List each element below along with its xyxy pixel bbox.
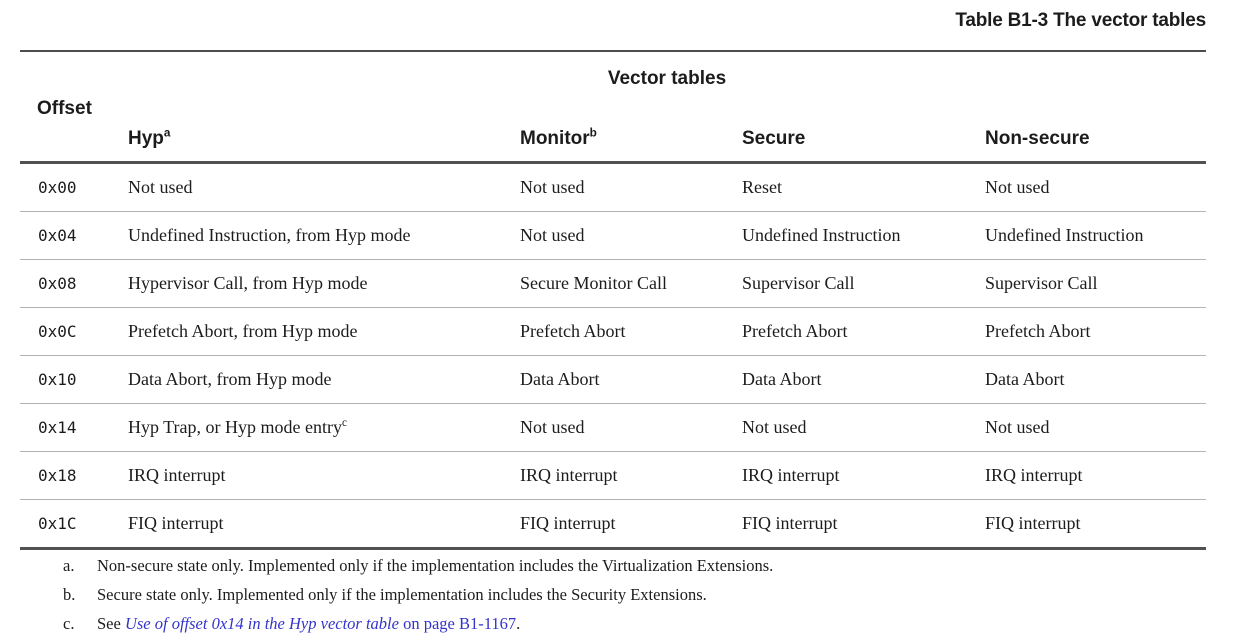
footnote-marker-b: b <box>589 126 597 140</box>
column-header-hyp: Hypa <box>128 126 171 150</box>
group-header-vector-tables: Vector tables <box>607 68 727 89</box>
secure-cell: FIQ interrupt <box>742 513 838 533</box>
secure-cell: Supervisor Call <box>742 273 855 293</box>
column-header-secure: Secure <box>742 128 805 150</box>
offset-cell: 0x0C <box>38 322 77 341</box>
footnote-a: a. Non-secure state only. Implemented on… <box>63 556 773 576</box>
footnote-c-link-page[interactable]: on page B1-1167 <box>398 614 517 633</box>
table-row: 0x00 Not used Not used Reset Not used <box>20 164 1206 211</box>
column-header-monitor: Monitorb <box>520 126 597 150</box>
table-row: 0x10 Data Abort, from Hyp mode Data Abor… <box>20 355 1206 403</box>
secure-cell: Undefined Instruction <box>742 225 901 245</box>
hyp-cell: Hypervisor Call, from Hyp mode <box>128 273 368 293</box>
footnote-a-label: a. <box>63 556 75 575</box>
footnote-marker-a: a <box>163 126 171 140</box>
secure-cell: Reset <box>742 177 782 197</box>
table-row: 0x08 Hypervisor Call, from Hyp mode Secu… <box>20 259 1206 307</box>
footnote-marker-c: c <box>342 417 347 429</box>
column-header-secure-label: Secure <box>742 128 806 149</box>
footnote-a-text: Non-secure state only. Implemented only … <box>97 556 774 575</box>
offset-cell: 0x18 <box>38 466 77 485</box>
monitor-cell: FIQ interrupt <box>520 513 616 533</box>
column-header-offset: Offset <box>37 98 92 119</box>
non-secure-cell: Not used <box>985 177 1050 197</box>
secure-cell: Prefetch Abort <box>742 321 848 341</box>
table-row: 0x18 IRQ interrupt IRQ interrupt IRQ int… <box>20 451 1206 499</box>
table-row: 0x0C Prefetch Abort, from Hyp mode Prefe… <box>20 307 1206 355</box>
hyp-cell: FIQ interrupt <box>128 513 224 533</box>
footnote-c-prefix: See <box>97 614 125 633</box>
non-secure-cell: IRQ interrupt <box>985 465 1083 485</box>
non-secure-cell: Undefined Instruction <box>985 225 1144 245</box>
hyp-cell: Hyp Trap, or Hyp mode entryc <box>128 417 347 437</box>
offset-cell: 0x08 <box>38 274 77 293</box>
footnotes: a. Non-secure state only. Implemented on… <box>63 556 773 642</box>
monitor-cell: Not used <box>520 225 585 245</box>
monitor-cell: Not used <box>520 177 585 197</box>
footnote-b: b. Secure state only. Implemented only i… <box>63 585 773 605</box>
footnote-c: c. See Use of offset 0x14 in the Hyp vec… <box>63 614 773 634</box>
hyp-cell: Prefetch Abort, from Hyp mode <box>128 321 358 341</box>
hyp-cell: Not used <box>128 177 193 197</box>
offset-cell: 0x10 <box>38 370 77 389</box>
footnote-c-link-title[interactable]: Use of offset 0x14 in the Hyp vector tab… <box>124 614 399 633</box>
monitor-cell: Prefetch Abort <box>520 321 626 341</box>
column-header-hyp-label: Hyp <box>128 128 164 149</box>
non-secure-cell: Data Abort <box>985 369 1065 389</box>
offset-cell: 0x04 <box>38 226 77 245</box>
table-caption: Table B1-3 The vector tables <box>955 10 1206 31</box>
footnote-c-text: See Use of offset 0x14 in the Hyp vector… <box>97 614 520 634</box>
column-header-monitor-label: Monitor <box>520 128 590 149</box>
non-secure-cell: FIQ interrupt <box>985 513 1081 533</box>
hyp-cell: IRQ interrupt <box>128 465 226 485</box>
footnote-c-period: . <box>516 614 521 633</box>
secure-cell: Data Abort <box>742 369 822 389</box>
non-secure-cell: Prefetch Abort <box>985 321 1091 341</box>
table-row: 0x1C FIQ interrupt FIQ interrupt FIQ int… <box>20 499 1206 547</box>
table-row: 0x14 Hyp Trap, or Hyp mode entryc Not us… <box>20 403 1206 451</box>
secure-cell: Not used <box>742 417 807 437</box>
offset-cell: 0x1C <box>38 514 77 533</box>
offset-cell: 0x00 <box>38 178 77 197</box>
monitor-cell: Not used <box>520 417 585 437</box>
column-header-non-secure: Non-secure <box>985 128 1090 150</box>
offset-cell: 0x14 <box>38 418 77 437</box>
footnote-b-label: b. <box>63 585 76 604</box>
footnote-c-label: c. <box>63 614 75 633</box>
secure-cell: IRQ interrupt <box>742 465 840 485</box>
column-header-non-secure-label: Non-secure <box>985 128 1090 149</box>
table-header: Vector tables Offset Hypa Monitorb Secur… <box>20 50 1206 164</box>
vector-tables-table: Vector tables Offset Hypa Monitorb Secur… <box>20 50 1206 550</box>
hyp-cell: Undefined Instruction, from Hyp mode <box>128 225 411 245</box>
table-body: 0x00 Not used Not used Reset Not used 0x… <box>20 164 1206 550</box>
non-secure-cell: Supervisor Call <box>985 273 1098 293</box>
hyp-cell: Data Abort, from Hyp mode <box>128 369 332 389</box>
monitor-cell: IRQ interrupt <box>520 465 618 485</box>
monitor-cell: Secure Monitor Call <box>520 273 667 293</box>
monitor-cell: Data Abort <box>520 369 600 389</box>
non-secure-cell: Not used <box>985 417 1050 437</box>
table-row: 0x04 Undefined Instruction, from Hyp mod… <box>20 211 1206 259</box>
footnote-b-text: Secure state only. Implemented only if t… <box>97 585 707 604</box>
